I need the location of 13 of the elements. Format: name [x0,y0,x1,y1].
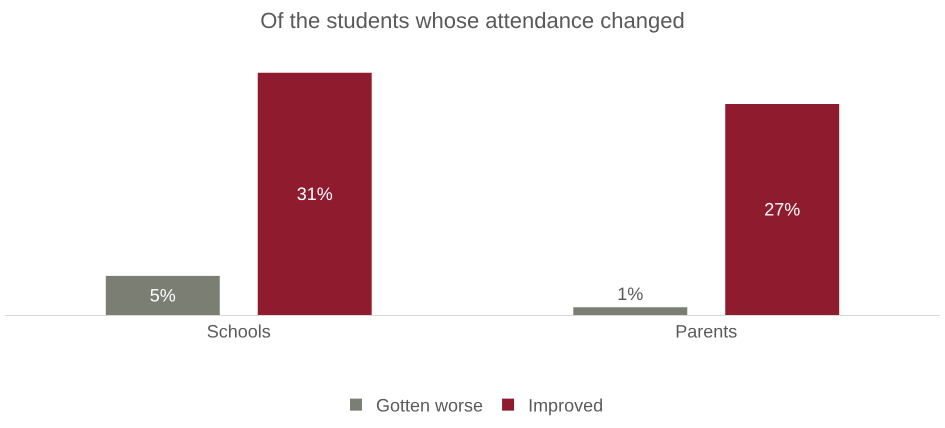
bar [573,307,688,315]
data-label: 1% [617,284,644,304]
x-tick-label: Parents [675,322,738,342]
bar [106,276,220,315]
legend-label: Gotten worse [376,396,484,416]
data-label: 31% [296,184,333,204]
legend-label: Improved [528,396,604,416]
chart-title: Of the students whose attendance changed [260,8,685,34]
data-label: 27% [764,200,800,220]
bar [725,104,840,315]
data-label: 5% [150,285,176,306]
x-tick-label: Schools [206,322,271,342]
bar [258,72,372,315]
